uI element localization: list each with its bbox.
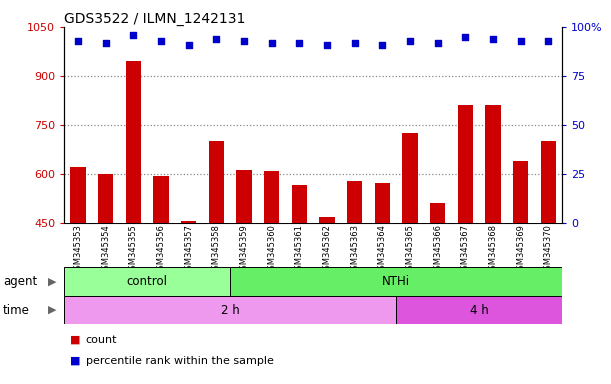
Bar	[403, 133, 417, 223]
Text: GSM345360: GSM345360	[267, 224, 276, 275]
Point	[239, 38, 249, 44]
Text: ▶: ▶	[48, 305, 56, 315]
Bar	[264, 171, 279, 223]
Text: GSM345357: GSM345357	[184, 224, 193, 275]
Text: GSM345359: GSM345359	[240, 224, 249, 275]
Bar	[320, 217, 335, 223]
Bar	[209, 141, 224, 223]
Point	[295, 40, 304, 46]
Text: GSM345364: GSM345364	[378, 224, 387, 275]
Text: time: time	[3, 304, 30, 316]
Point	[184, 41, 194, 48]
Point	[322, 41, 332, 48]
Bar	[230, 267, 562, 296]
Text: GSM345366: GSM345366	[433, 224, 442, 275]
Bar	[291, 185, 307, 223]
Bar	[485, 104, 500, 223]
Bar	[541, 141, 556, 223]
Text: 4 h: 4 h	[470, 304, 489, 316]
Bar	[347, 181, 362, 223]
Bar	[181, 221, 196, 223]
Point	[73, 38, 83, 44]
Point	[101, 40, 111, 46]
Text: percentile rank within the sample: percentile rank within the sample	[86, 356, 273, 366]
Point	[211, 36, 221, 42]
Text: GSM345354: GSM345354	[101, 224, 110, 275]
Point	[433, 40, 442, 46]
Point	[543, 38, 553, 44]
Point	[405, 38, 415, 44]
Text: GSM345363: GSM345363	[350, 224, 359, 275]
Point	[378, 41, 387, 48]
Bar	[396, 296, 562, 324]
Text: GSM345356: GSM345356	[156, 224, 166, 275]
Bar	[126, 61, 141, 223]
Text: GDS3522 / ILMN_1242131: GDS3522 / ILMN_1242131	[64, 12, 246, 25]
Point	[488, 36, 498, 42]
Point	[128, 31, 138, 38]
Point	[349, 40, 359, 46]
Text: ■: ■	[70, 356, 81, 366]
Text: control: control	[126, 275, 167, 288]
Text: GSM345353: GSM345353	[73, 224, 82, 275]
Text: GSM345367: GSM345367	[461, 224, 470, 275]
Point	[156, 38, 166, 44]
Text: GSM345362: GSM345362	[323, 224, 332, 275]
Text: 2 h: 2 h	[221, 304, 240, 316]
Point	[267, 40, 277, 46]
Text: GSM345368: GSM345368	[488, 224, 497, 275]
Text: NTHi: NTHi	[382, 275, 410, 288]
Bar	[64, 267, 230, 296]
Bar	[375, 183, 390, 223]
Bar	[70, 167, 86, 223]
Bar	[458, 105, 473, 223]
Text: GSM345365: GSM345365	[406, 224, 414, 275]
Text: GSM345369: GSM345369	[516, 224, 525, 275]
Bar	[153, 176, 169, 223]
Bar	[98, 174, 113, 223]
Text: GSM345358: GSM345358	[212, 224, 221, 275]
Text: ■: ■	[70, 335, 81, 345]
Text: count: count	[86, 335, 117, 345]
Point	[516, 38, 525, 44]
Text: agent: agent	[3, 275, 37, 288]
Text: GSM345361: GSM345361	[295, 224, 304, 275]
Text: ▶: ▶	[48, 276, 56, 286]
Bar	[64, 296, 396, 324]
Text: GSM345355: GSM345355	[129, 224, 138, 275]
Bar	[513, 161, 529, 223]
Text: GSM345370: GSM345370	[544, 224, 553, 275]
Point	[461, 34, 470, 40]
Bar	[430, 203, 445, 223]
Bar	[236, 170, 252, 223]
